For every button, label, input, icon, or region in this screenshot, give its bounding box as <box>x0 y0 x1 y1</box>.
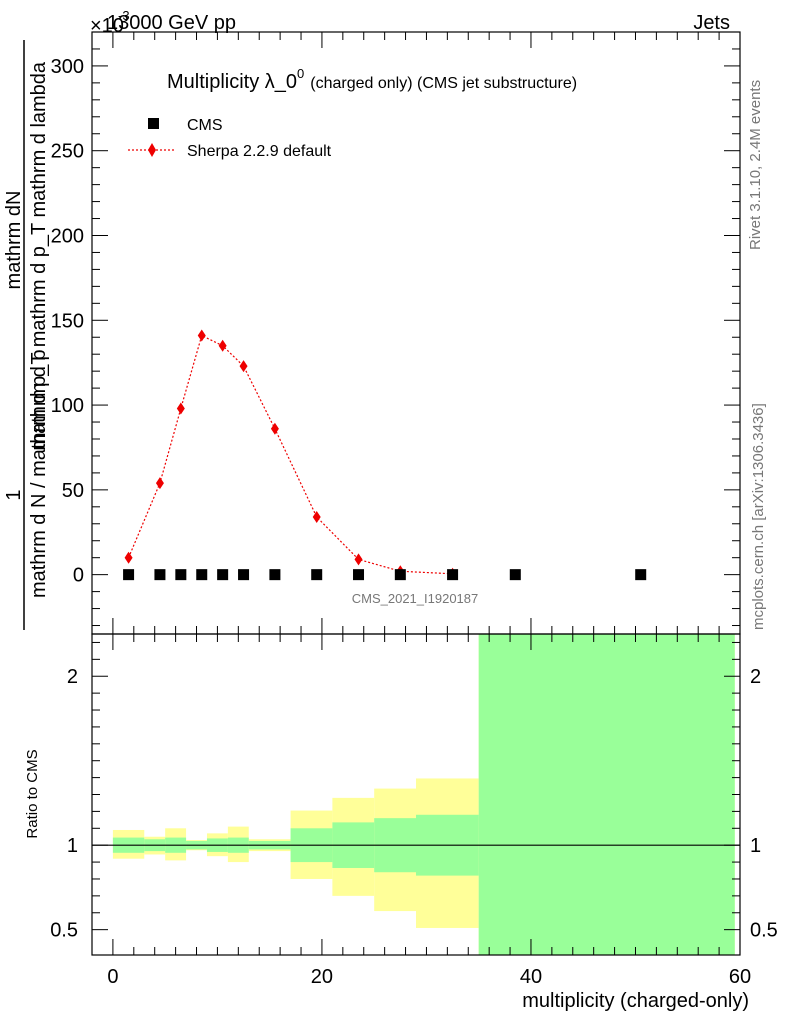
x-tick-label: 60 <box>729 966 751 988</box>
y-tick-label: 300 <box>51 56 84 78</box>
cms-point <box>353 569 365 581</box>
y-tick-label: 200 <box>51 225 84 247</box>
y-tick-label: 100 <box>51 395 84 417</box>
x-tick-label: 20 <box>311 966 333 988</box>
legend-sherpa-marker <box>148 143 156 157</box>
x-tick-label: 0 <box>107 966 118 988</box>
ratio-frame <box>91 633 741 956</box>
legend-cms-marker <box>148 118 159 129</box>
y-tick-label: 150 <box>51 310 84 332</box>
sherpa-line <box>128 334 453 575</box>
x-tick-label: 40 <box>520 966 542 988</box>
cms-point <box>123 569 135 581</box>
energy-label: 13000 GeV pp <box>107 12 236 34</box>
rivet-label: Rivet 3.1.10, 2.4M events <box>747 80 764 250</box>
sherpa-point <box>124 551 133 564</box>
ratio-ylabel: Ratio to CMS <box>24 749 41 838</box>
chart-title: Multiplicity λ_00(charged only) (CMS jet… <box>167 66 577 93</box>
sherpa-point <box>197 329 206 342</box>
cms-point <box>238 569 250 581</box>
cms-point <box>394 569 406 581</box>
ratio-y-tick-label-right: 1 <box>750 835 761 857</box>
ylabel-denominator: mathrm d N / mathrm d p_T mathrm d p_T m… <box>28 61 50 598</box>
main-ylabel: 1 mathrm dN mathrm d p mathrm d N / math… <box>3 40 50 630</box>
sherpa-point <box>155 477 164 490</box>
cms-point <box>635 569 647 581</box>
ratio-y-tick-label-right: 0.5 <box>750 920 778 942</box>
y-tick-label: 0 <box>73 565 84 587</box>
legend: CMS Sherpa 2.2.9 default <box>128 117 332 160</box>
cms-point <box>509 569 521 581</box>
ratio-stat-band <box>478 634 735 955</box>
process-label: Jets <box>693 12 730 34</box>
exponent-power: -3 <box>118 8 130 23</box>
cms-point <box>269 569 281 581</box>
ratio-panel: 0 20 40 60 0.5 0.5 1 1 2 2 <box>50 634 778 988</box>
cms-point <box>154 569 166 581</box>
ratio-y-tick-label: 2 <box>67 666 78 688</box>
sherpa-point <box>176 402 185 415</box>
ylabel-numerator-2: mathrm dN <box>3 191 25 290</box>
cms-point <box>196 569 208 581</box>
xlabel: multiplicity (charged-only) <box>522 990 749 1012</box>
y-tick-label: 50 <box>62 480 84 502</box>
sherpa-point <box>312 510 321 523</box>
sherpa-point <box>218 339 227 352</box>
mcplots-label: mcplots.cern.ch [arXiv:1306.3436] <box>750 403 767 630</box>
sherpa-point <box>239 360 248 373</box>
main-panel: 0 50 100 150 200 250 300 <box>51 31 741 634</box>
ylabel-numerator-1: 1 <box>3 489 25 500</box>
analysis-id: CMS_2021_I1920187 <box>352 591 479 606</box>
sherpa-point <box>354 553 363 566</box>
cms-point <box>447 569 459 581</box>
cms-point <box>311 569 323 581</box>
ratio-y-tick-label: 1 <box>67 835 78 857</box>
cms-point <box>217 569 229 581</box>
sherpa-point <box>270 422 279 435</box>
y-tick-label: 250 <box>51 141 84 163</box>
legend-sherpa-label: Sherpa 2.2.9 default <box>187 143 332 160</box>
ratio-y-tick-label-right: 2 <box>750 666 761 688</box>
title-main: Multiplicity λ_00(charged only) (CMS jet… <box>167 66 577 93</box>
legend-cms-label: CMS <box>187 117 223 134</box>
ylabel-numerator-3: mathrm d p <box>28 349 50 450</box>
cms-point <box>175 569 187 581</box>
ratio-y-tick-label: 0.5 <box>50 920 78 942</box>
